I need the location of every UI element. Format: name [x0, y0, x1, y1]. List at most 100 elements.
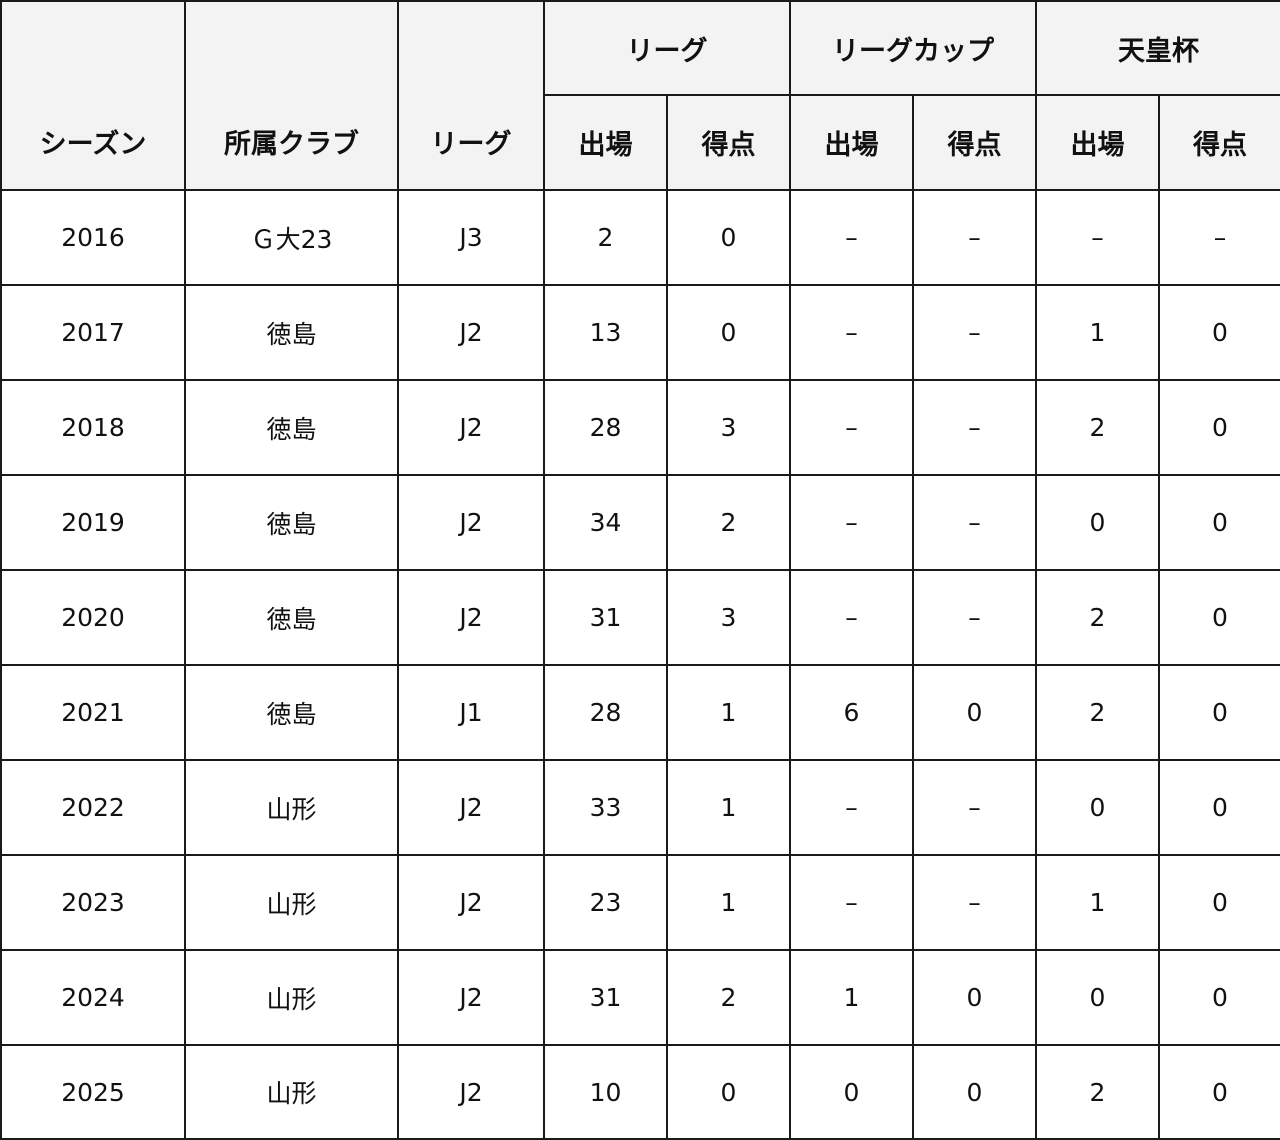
cell-emperor-goals: 0 [1158, 1044, 1280, 1140]
cell-league-apps: 34 [543, 474, 668, 571]
table-row: 2020 徳島 J2 31 3– –2 0 [0, 569, 1280, 666]
header-emperor-apps: 出場 [1035, 94, 1160, 191]
table-row: 2023 山形 J2 23 1– –1 0 [0, 854, 1280, 951]
cell-league-goals: 0 [666, 1044, 791, 1140]
header-league-apps: 出場 [543, 94, 668, 191]
header-group-league-cup: リーグカップ [789, 0, 1037, 96]
cell-league-apps: 2 [543, 189, 668, 286]
cell-cup-goals: – [912, 759, 1037, 856]
cell-league: J2 [397, 949, 545, 1046]
cell-club: 山形 [184, 759, 399, 856]
header-emperor-goals: 得点 [1158, 94, 1280, 191]
cell-league: J2 [397, 569, 545, 666]
header-group-emperors-cup: 天皇杯 [1035, 0, 1280, 96]
cell-cup-apps: – [789, 474, 914, 571]
cell-cup-goals: – [912, 379, 1037, 476]
cell-emperor-goals: 0 [1158, 664, 1280, 761]
cell-emperor-apps: 1 [1035, 284, 1160, 381]
cell-league-apps: 10 [543, 1044, 668, 1140]
table-row: 2017 徳島 J2 13 0– –1 0 [0, 284, 1280, 381]
cell-club: 徳島 [184, 379, 399, 476]
cell-season: 2019 [0, 474, 186, 571]
cell-league: J2 [397, 854, 545, 951]
cell-league-goals: 2 [666, 949, 791, 1046]
cell-season: 2020 [0, 569, 186, 666]
cell-emperor-apps: 1 [1035, 854, 1160, 951]
cell-emperor-goals: 0 [1158, 949, 1280, 1046]
cell-emperor-apps: 2 [1035, 379, 1160, 476]
cell-season: 2023 [0, 854, 186, 951]
header-season: シーズン [0, 0, 186, 191]
cell-cup-apps: – [789, 189, 914, 286]
table-header: シーズン 所属クラブ リーグ リーグ リーグカップ 天皇杯 出場 得点 出場 得… [0, 0, 1280, 191]
cell-emperor-apps: 2 [1035, 664, 1160, 761]
header-group-league: リーグ [543, 0, 791, 96]
cell-season: 2016 [0, 189, 186, 286]
header-cup-apps: 出場 [789, 94, 914, 191]
cell-cup-goals: – [912, 854, 1037, 951]
cell-emperor-apps: 0 [1035, 949, 1160, 1046]
cell-club: 山形 [184, 1044, 399, 1140]
cell-emperor-goals: 0 [1158, 759, 1280, 856]
cell-league: J2 [397, 759, 545, 856]
table-body: 2016 Ｇ大23 J3 2 0– – – –2017 徳島 J2 13 0– –1 0 2018 徳島 J2 2… [0, 189, 1280, 1140]
header-league: リーグ [397, 0, 545, 191]
cell-league-apps: 28 [543, 379, 668, 476]
cell-cup-goals: – [912, 189, 1037, 286]
table-row: 2019 徳島 J2 34 2– –0 0 [0, 474, 1280, 571]
cell-cup-goals: – [912, 474, 1037, 571]
cell-league-goals: 1 [666, 854, 791, 951]
cell-club: Ｇ大23 [184, 189, 399, 286]
cell-cup-goals: – [912, 569, 1037, 666]
cell-club: 徳島 [184, 284, 399, 381]
cell-club: 徳島 [184, 569, 399, 666]
cell-season: 2018 [0, 379, 186, 476]
cell-club: 徳島 [184, 474, 399, 571]
cell-league-apps: 13 [543, 284, 668, 381]
cell-emperor-goals: 0 [1158, 284, 1280, 381]
cell-cup-apps: – [789, 759, 914, 856]
cell-club: 徳島 [184, 664, 399, 761]
cell-league: J1 [397, 664, 545, 761]
cell-cup-apps: – [789, 569, 914, 666]
cell-emperor-goals: – [1158, 189, 1280, 286]
cell-cup-apps: – [789, 854, 914, 951]
table-row: 2024 山形 J2 31 2 1 0 0 0 [0, 949, 1280, 1046]
header-league-goals: 得点 [666, 94, 791, 191]
cell-club: 山形 [184, 949, 399, 1046]
cell-league: J2 [397, 474, 545, 571]
cell-league-goals: 1 [666, 664, 791, 761]
cell-league-apps: 31 [543, 949, 668, 1046]
cell-league: J3 [397, 189, 545, 286]
header-row-subcolumns: 出場 得点 出場 得点 出場 得点 [1, 94, 1280, 191]
cell-emperor-goals: 0 [1158, 474, 1280, 571]
table-row: 2016 Ｇ大23 J3 2 0– – – – [0, 189, 1280, 286]
cell-cup-goals: 0 [912, 1044, 1037, 1140]
cell-league-apps: 28 [543, 664, 668, 761]
cell-league-goals: 1 [666, 759, 791, 856]
cell-league: J2 [397, 1044, 545, 1140]
cell-cup-apps: 6 [789, 664, 914, 761]
table-row: 2021 徳島 J1 28 1 6 0 2 0 [0, 664, 1280, 761]
cell-emperor-apps: 2 [1035, 1044, 1160, 1140]
header-row-groups: シーズン 所属クラブ リーグ リーグ リーグカップ 天皇杯 [0, 0, 1280, 191]
cell-cup-apps: 0 [789, 1044, 914, 1140]
cell-emperor-goals: 0 [1158, 854, 1280, 951]
cell-season: 2025 [0, 1044, 186, 1140]
cell-emperor-apps: 2 [1035, 569, 1160, 666]
cell-league: J2 [397, 379, 545, 476]
cell-cup-goals: – [912, 284, 1037, 381]
cell-league-apps: 33 [543, 759, 668, 856]
cell-season: 2024 [0, 949, 186, 1046]
cell-season: 2017 [0, 284, 186, 381]
table-row: 2025 山形 J2 10 0 0 0 2 0 [0, 1044, 1280, 1140]
cell-cup-apps: – [789, 379, 914, 476]
cell-cup-goals: 0 [912, 949, 1037, 1046]
cell-emperor-apps: 0 [1035, 759, 1160, 856]
cell-league-goals: 3 [666, 379, 791, 476]
cell-emperor-goals: 0 [1158, 379, 1280, 476]
cell-league-goals: 2 [666, 474, 791, 571]
header-club: 所属クラブ [184, 0, 399, 191]
cell-season: 2021 [0, 664, 186, 761]
